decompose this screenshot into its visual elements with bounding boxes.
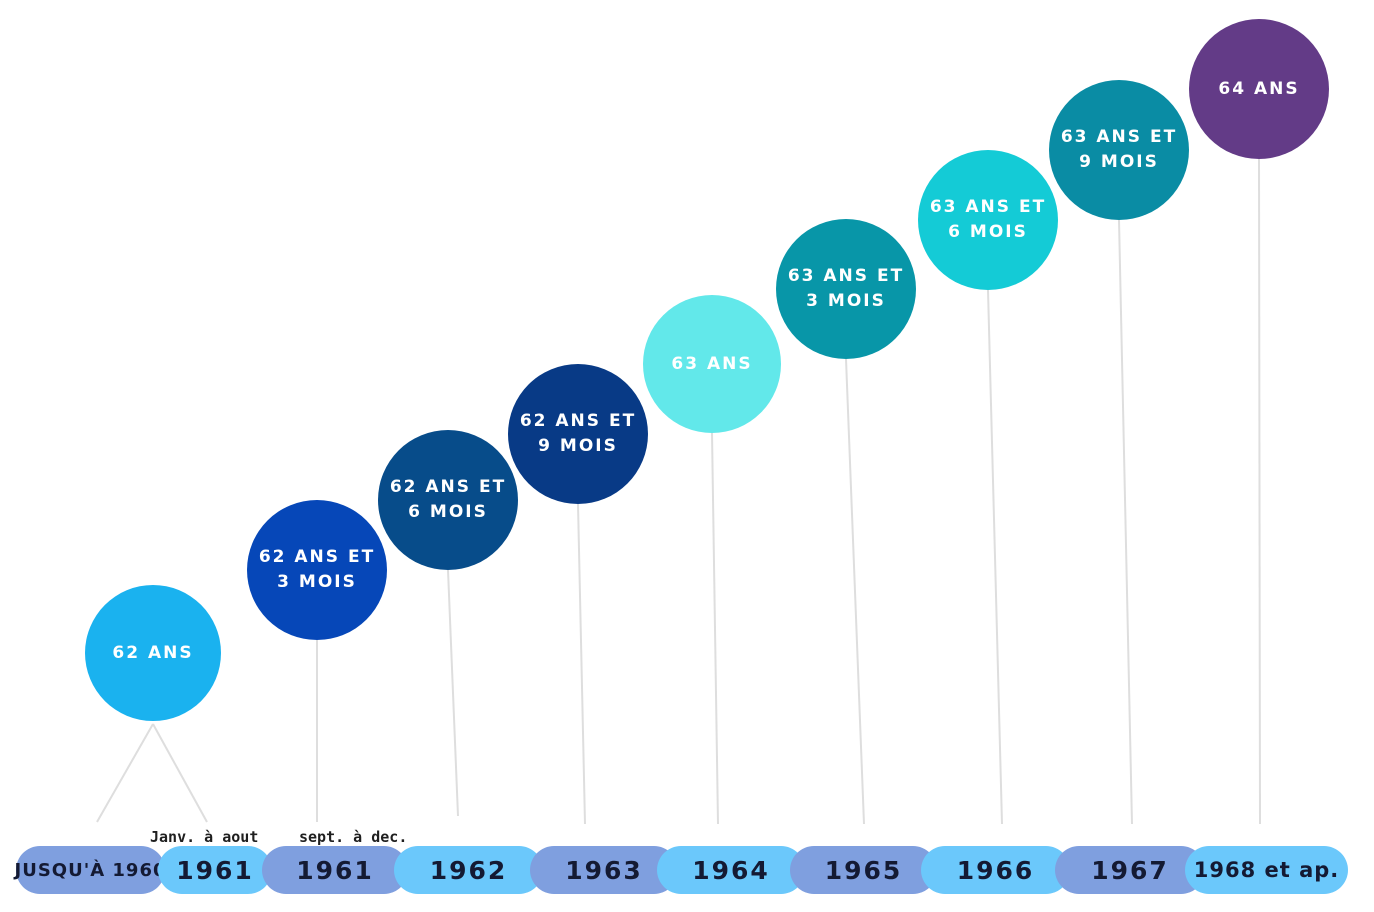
timeline-segment-9: 1968 et ap. xyxy=(1185,846,1348,894)
sublabel-jan-aug: Janv. à aout xyxy=(150,828,259,846)
age-bubble-line: 3 MOIS xyxy=(806,291,886,311)
age-bubble-8: 64 ANS xyxy=(1189,19,1329,159)
age-bubble-line: 62 ANS ET xyxy=(389,477,507,497)
age-bubble-text: 62 ANS xyxy=(112,641,193,666)
connector-line-5 xyxy=(845,358,865,825)
age-bubble-5: 63 ANS ET 3 MOIS xyxy=(776,219,916,359)
timeline-segment-7: 1966 xyxy=(921,846,1070,894)
age-bubble-line: 3 MOIS xyxy=(277,572,357,592)
timeline-segment-3: 1962 xyxy=(394,846,543,894)
age-bubble-line: 62 ANS ET xyxy=(519,411,637,431)
connector-line-1961a xyxy=(152,723,208,823)
age-bubble-7: 63 ANS ET 9 MOIS xyxy=(1049,80,1189,220)
age-bubble-6: 63 ANS ET 6 MOIS xyxy=(918,150,1058,290)
age-bubble-line: 64 ANS xyxy=(1218,78,1300,99)
timeline-segment-2: 1961 xyxy=(262,846,408,894)
timeline-segment-6: 1965 xyxy=(790,846,937,894)
age-bubble-line: 63 ANS ET xyxy=(787,266,905,286)
age-bubble-1: 62 ANS ET 3 MOIS xyxy=(247,500,387,640)
age-bubble-text: 64 ANS xyxy=(1218,77,1299,102)
connector-line-6 xyxy=(987,289,1003,825)
age-bubble-text: 63 ANS ET 3 MOIS xyxy=(788,264,904,314)
sublabel-sep-dec: sept. à dec. xyxy=(299,828,408,846)
age-bubble-3: 62 ANS ET 9 MOIS xyxy=(508,364,648,504)
timeline-segment-1: 1961 xyxy=(158,846,272,894)
age-bubble-text: 62 ANS ET 3 MOIS xyxy=(259,545,375,595)
connector-line-4 xyxy=(711,432,719,825)
timeline-segment-8: 1967 xyxy=(1055,846,1205,894)
age-bubble-text: 62 ANS ET 9 MOIS xyxy=(520,409,636,459)
timeline-segment-0: JUSQU'À 1960 xyxy=(15,846,166,894)
age-bubble-text: 63 ANS ET 6 MOIS xyxy=(930,195,1046,245)
connector-line-2 xyxy=(447,569,459,817)
age-bubble-line: 6 MOIS xyxy=(948,222,1028,242)
connector-line-8 xyxy=(1258,158,1261,825)
connector-line-3 xyxy=(577,503,586,825)
connector-line-7 xyxy=(1118,219,1133,825)
timeline-segment-5: 1964 xyxy=(657,846,805,894)
age-bubble-4: 63 ANS xyxy=(643,295,781,433)
age-bubble-2: 62 ANS ET 6 MOIS xyxy=(378,430,518,570)
age-bubble-0: 62 ANS xyxy=(85,585,221,721)
age-bubble-line: 63 ANS ET xyxy=(1060,127,1178,147)
age-bubble-text: 62 ANS ET 6 MOIS xyxy=(390,475,506,525)
age-bubble-line: 62 ANS ET xyxy=(258,547,376,567)
connector-line-1960 xyxy=(96,723,154,823)
age-bubble-text: 63 ANS xyxy=(671,352,752,377)
age-bubble-line: 9 MOIS xyxy=(1079,152,1159,172)
age-bubble-line: 63 ANS ET xyxy=(929,197,1047,217)
timeline-segment-4: 1963 xyxy=(530,846,678,894)
age-bubble-text: 63 ANS ET 9 MOIS xyxy=(1061,125,1177,175)
age-bubble-line: 6 MOIS xyxy=(408,502,488,522)
age-bubble-line: 9 MOIS xyxy=(538,436,618,456)
age-bubble-line: 63 ANS xyxy=(671,353,753,374)
age-bubble-line: 62 ANS xyxy=(112,642,194,663)
